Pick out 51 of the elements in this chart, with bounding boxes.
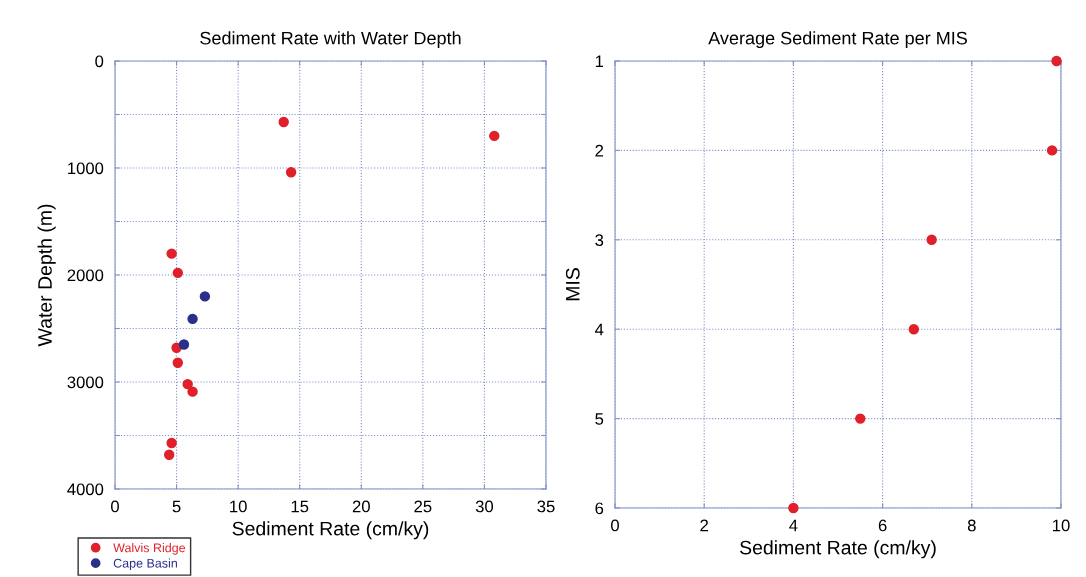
y-tick-label: 4 bbox=[595, 323, 604, 336]
x-tick-label: 20 bbox=[352, 500, 370, 513]
x-tick-label: 5 bbox=[172, 500, 181, 513]
point bbox=[172, 357, 184, 368]
legend-label: Walvis Ridge bbox=[113, 543, 186, 555]
x-tick-label: 0 bbox=[111, 500, 119, 513]
point bbox=[166, 248, 177, 259]
point bbox=[163, 449, 175, 460]
x-tick-label: 8 bbox=[967, 519, 976, 532]
y-tick-label: 1 bbox=[595, 55, 604, 68]
y-tick-label: 0 bbox=[95, 55, 104, 68]
point bbox=[908, 323, 920, 335]
x-axis-title: Sediment Rate (cm/ky) bbox=[740, 540, 936, 559]
point bbox=[187, 386, 198, 397]
point bbox=[178, 339, 190, 350]
x-tick-label: 10 bbox=[230, 500, 247, 513]
x-tick-label: 15 bbox=[291, 500, 309, 513]
y-tick-label: 5 bbox=[595, 413, 604, 425]
y-tick-label: 2 bbox=[595, 144, 604, 157]
y-axis-title: Water Depth (m) bbox=[37, 204, 56, 347]
point bbox=[855, 413, 866, 424]
x-tick-label: 35 bbox=[537, 500, 555, 513]
point bbox=[166, 437, 177, 449]
x-tick-label: 2 bbox=[700, 519, 708, 532]
point bbox=[788, 502, 799, 514]
x-tick-label: 25 bbox=[414, 500, 432, 513]
legend-label: Cape Basin bbox=[113, 558, 177, 571]
point bbox=[199, 291, 211, 302]
point bbox=[489, 130, 500, 142]
x-tick-label: 30 bbox=[475, 500, 494, 513]
point bbox=[172, 267, 184, 279]
chart-title: Sediment Rate with Water Depth bbox=[200, 31, 461, 49]
point bbox=[285, 167, 297, 178]
x-axis-title: Sediment Rate (cm/ky) bbox=[232, 521, 429, 540]
y-tick-label: 1000 bbox=[68, 162, 104, 175]
point bbox=[278, 116, 289, 128]
point bbox=[1051, 55, 1062, 67]
y-tick-label: 2000 bbox=[67, 269, 104, 282]
point bbox=[926, 234, 937, 246]
point bbox=[1046, 145, 1058, 156]
x-tick-label: 6 bbox=[878, 519, 887, 532]
y-axis-title: MIS bbox=[565, 268, 580, 301]
point bbox=[182, 378, 193, 390]
x-tick-label: 10 bbox=[1053, 519, 1070, 532]
chart-title: Average Sediment Rate per MIS bbox=[708, 31, 967, 49]
point bbox=[187, 313, 198, 325]
y-tick-label: 3 bbox=[595, 234, 604, 246]
x-tick-label: 4 bbox=[789, 519, 798, 532]
x-tick-label: 0 bbox=[611, 519, 619, 532]
y-tick-label: 4000 bbox=[67, 483, 104, 496]
y-tick-label: 3000 bbox=[67, 376, 104, 389]
